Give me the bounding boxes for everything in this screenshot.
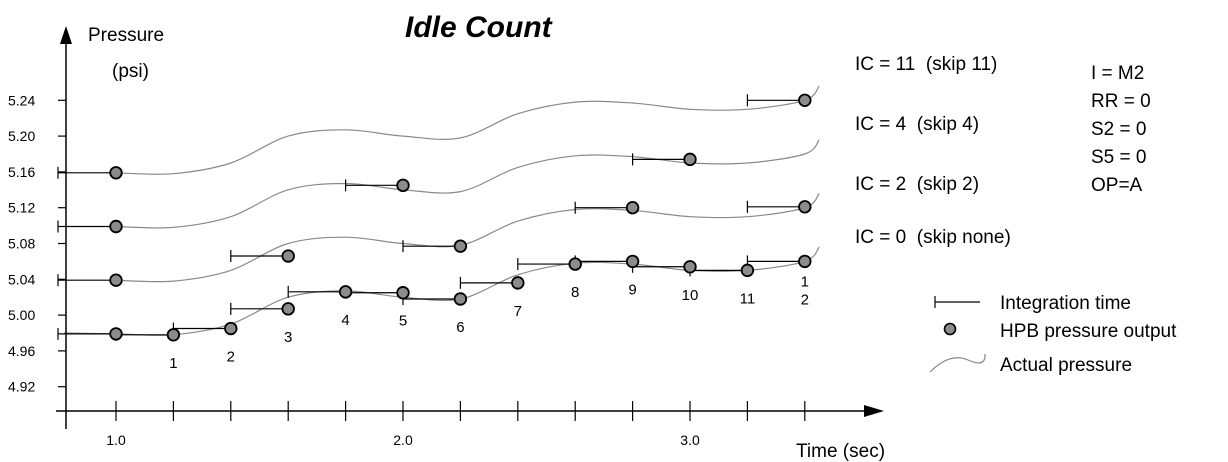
actual-pressure-curves [64, 85, 820, 336]
hpb-marker [625, 200, 640, 215]
sample-index-label: 11 [740, 290, 756, 307]
legend-actual-pressure-icon [929, 353, 986, 373]
y-axis-arrow [60, 26, 72, 44]
condition-1: RR = 0 [1091, 91, 1151, 112]
condition-2: S2 = 0 [1091, 119, 1146, 140]
hpb-marker [109, 166, 123, 180]
condition-0: I = M2 [1091, 63, 1144, 84]
y-tick-label: 5.12 [8, 200, 35, 216]
legend-hpb-marker-icon [943, 322, 957, 336]
hpb-marker [568, 257, 582, 271]
hpb-marker [338, 285, 353, 299]
hpb-marker [740, 263, 755, 278]
legend: Integration time HPB pressure output Act… [929, 293, 1177, 376]
hpb-marker [683, 260, 697, 274]
condition-3: S5 = 0 [1091, 147, 1146, 168]
hpb-marker [511, 276, 525, 290]
sample-index-label: 1 [169, 355, 177, 372]
sample-index-label: 1 [801, 273, 809, 290]
x-tick-label: 2.0 [393, 432, 413, 448]
hpb-marker [798, 93, 812, 108]
y-tick-label: 5.04 [8, 271, 35, 287]
actual-pressure-curve-1 [111, 192, 820, 283]
sample-index-label: 4 [341, 312, 349, 329]
integration-bars [57, 94, 805, 341]
y-tick-label: 5.24 [8, 92, 35, 108]
ic-label-4: IC = 4 (skip 4) [855, 114, 979, 135]
hpb-marker [798, 254, 812, 269]
legend-integration-time: Integration time [1000, 293, 1131, 314]
hpb-marker [109, 273, 123, 287]
y-axis-label-line1: Pressure [88, 25, 164, 46]
legend-actual-pressure: Actual pressure [1000, 355, 1132, 376]
actual-pressure-curve-2 [111, 139, 820, 229]
ic-labels: IC = 11 (skip 11) IC = 4 (skip 4) IC = 2… [855, 54, 1011, 248]
x-tick-label: 3.0 [680, 432, 700, 448]
legend-hpb-output: HPB pressure output [1000, 321, 1177, 342]
hpb-marker [453, 292, 468, 306]
sample-index-label: 7 [514, 303, 522, 320]
y-axis-label-line2: (psi) [112, 61, 149, 82]
hpb-marker [396, 286, 410, 300]
sample-index-label: 9 [628, 281, 636, 298]
sample-index-label: 8 [571, 284, 579, 301]
hpb-marker [224, 321, 238, 336]
actual-pressure-curve-0 [64, 246, 820, 336]
x-axis-label: Time (sec) [796, 441, 885, 462]
hpb-marker [798, 200, 812, 214]
y-tick-label: 4.92 [8, 379, 35, 395]
ic-label-11: IC = 11 (skip 11) [855, 54, 997, 75]
sample-index-label: 6 [456, 319, 464, 336]
x-tick-label: 1.0 [106, 432, 126, 448]
ic-label-2: IC = 2 (skip 2) [855, 174, 979, 195]
sample-index-label: 2 [227, 349, 235, 366]
y-tick-label: 5.20 [8, 128, 35, 144]
y-tick-label: 5.00 [8, 307, 35, 323]
sample-index-label: 10 [682, 287, 699, 304]
ic-label-0: IC = 0 (skip none) [855, 227, 1011, 248]
hpb-marker [453, 239, 468, 253]
axes: 4.92 4.96 5.00 5.04 5.08 5.12 5.16 5.20 5.24 1.0 2… [8, 26, 884, 448]
sample-index-label: 3 [284, 329, 292, 346]
conditions-block: I = M2 RR = 0 S2 = 0 S5 = 0 OP=A [1091, 63, 1151, 196]
hpb-marker [109, 327, 123, 341]
hpb-markers [109, 93, 812, 342]
x-axis-arrow [864, 405, 884, 417]
hpb-marker [281, 249, 295, 263]
sample-index-label: 5 [399, 313, 407, 330]
y-tick-label: 5.16 [8, 164, 35, 180]
hpb-marker [166, 328, 181, 342]
y-tick-label: 4.96 [8, 343, 35, 359]
sample-index-label: 2 [801, 291, 809, 308]
hpb-marker [396, 178, 410, 193]
condition-4: OP=A [1091, 175, 1143, 196]
hpb-marker [625, 254, 640, 269]
y-tick-label: 5.08 [8, 236, 35, 252]
hpb-marker [109, 219, 123, 234]
chart-title: Idle Count [405, 11, 554, 44]
actual-pressure-curve-3 [111, 85, 820, 175]
hpb-marker [281, 302, 295, 316]
hpb-marker [683, 152, 697, 167]
